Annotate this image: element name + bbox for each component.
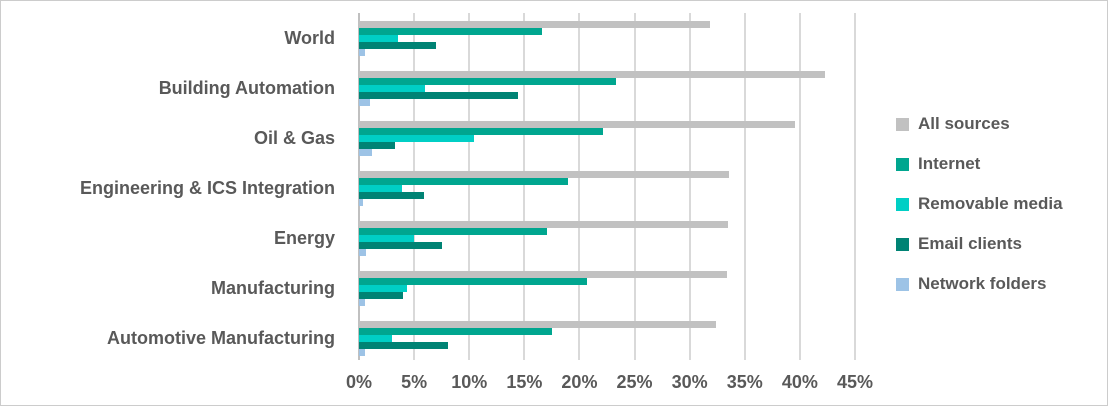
category-label: World [284,27,335,48]
bar [359,342,449,349]
legend-swatch-icon [896,197,909,211]
category-label: Automotive Manufacturing [107,327,335,348]
bar [359,49,365,56]
bar [359,149,373,156]
legend-label: Internet [918,154,981,173]
legend-swatch-icon [896,117,909,131]
x-tick-label: 15% [506,372,543,392]
bar [359,285,408,292]
category-axis: World Building Automation Oil & Gas Enginee… [1,13,347,363]
bar [359,42,437,49]
bar [359,178,569,185]
legend-item: All sources [896,104,1063,144]
x-tick-label: 40% [781,372,818,392]
gridline [578,13,581,360]
bar [359,349,365,356]
category-label: Manufacturing [211,277,335,298]
legend-swatch-icon [896,157,909,171]
x-tick-label: 10% [451,372,488,392]
category-label: Oil & Gas [253,127,335,148]
x-tick-label: 5% [401,372,428,392]
gridline [523,13,526,360]
bar [359,321,717,328]
gridline [743,13,746,360]
bar [359,235,415,242]
bar [359,299,365,306]
bar [359,335,393,342]
category-label: Energy [273,227,335,248]
x-axis: 0% 5% 10% 15% 20% 25% 30% 35% 40% 45% [346,367,873,397]
bar [359,228,548,235]
bar [359,292,404,299]
gridline [413,13,416,360]
gridline [633,13,636,360]
bar [359,21,710,28]
bar [359,128,603,135]
gridline [854,13,856,360]
gridline [468,13,471,360]
bar [359,271,728,278]
bar [359,121,796,128]
bar [359,221,729,228]
bar [359,142,396,149]
legend-label: All sources [918,114,1010,133]
legend-item: Email clients [896,224,1063,264]
bar [359,328,552,335]
bar [359,92,518,99]
bar [359,249,366,256]
x-tick-label: 0% [345,372,373,392]
bar [359,185,402,192]
x-tick-label: 45% [836,372,874,392]
bar [359,192,425,199]
legend-label: Removable media [918,194,1063,213]
bar [359,85,426,92]
bar [359,278,588,285]
bar [359,171,730,178]
legend-swatch-icon [896,237,909,251]
legend-swatch-icon [896,277,909,291]
legend-label: Email clients [918,234,1022,253]
legend: All sources Internet Removable media Email … [896,104,1063,304]
legend-item: Removable media [896,184,1063,224]
legend-item: Network folders [896,264,1063,304]
bar [359,71,826,78]
x-tick-label: 25% [616,372,653,392]
bar [359,99,371,106]
bar [359,242,442,249]
category-label: Building Automation [158,77,335,98]
x-tick-label: 20% [561,372,598,392]
bar [359,78,616,85]
bar [359,35,398,42]
x-tick-label: 35% [726,372,763,392]
plot-area [358,13,856,360]
bar [359,135,474,142]
x-tick-label: 30% [671,372,708,392]
gridline [798,13,801,360]
legend-label: Network folders [918,274,1047,293]
category-label: Engineering & ICS Integration [79,177,335,198]
legend-item: Internet [896,144,1063,184]
gridline [688,13,691,360]
bar [359,28,542,35]
bar [359,199,364,206]
